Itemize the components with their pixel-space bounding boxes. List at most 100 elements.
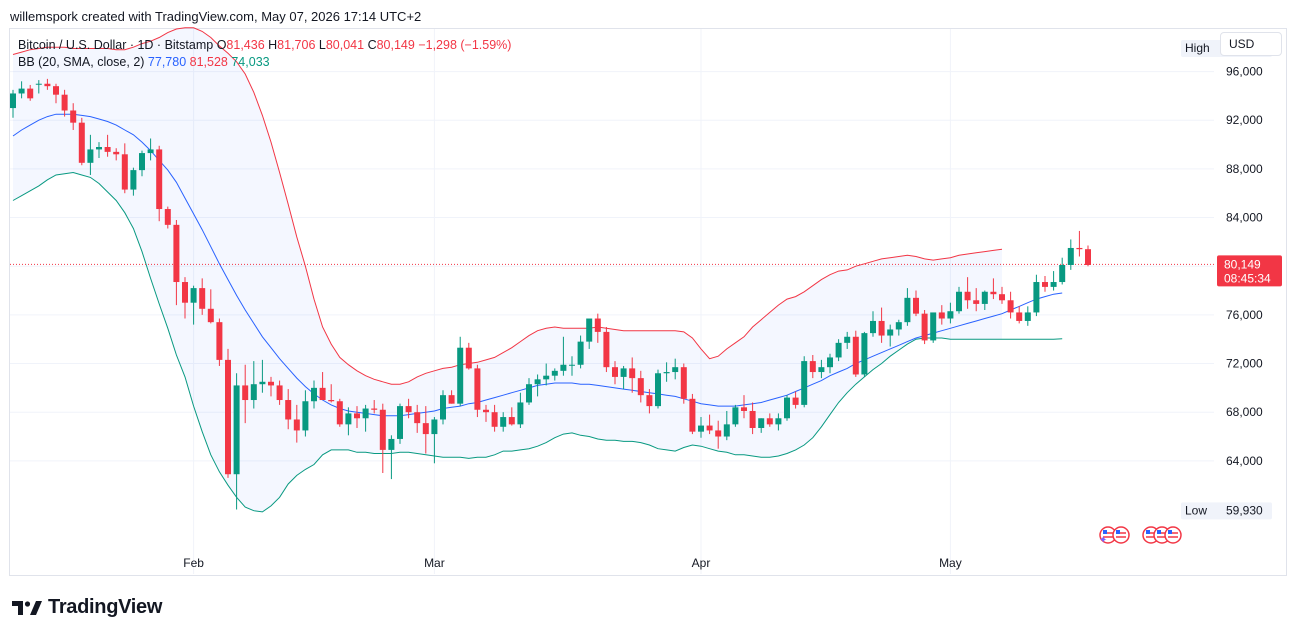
tradingview-logo-icon <box>12 600 42 615</box>
low-value: 80,041 <box>325 38 365 52</box>
flag-canton <box>1116 530 1120 534</box>
candle-body <box>18 88 25 94</box>
candle-body <box>809 361 816 373</box>
candle-body <box>560 364 567 371</box>
candle-body <box>723 424 730 437</box>
candle-body <box>973 300 980 304</box>
candle-body <box>405 406 412 413</box>
y-tick-label: 76,000 <box>1226 308 1263 322</box>
candle-body <box>543 375 550 380</box>
candle-body <box>827 357 833 368</box>
candle-body <box>121 154 128 190</box>
x-tick-label: May <box>939 556 962 570</box>
candle-body <box>276 385 283 401</box>
candle-body <box>207 308 214 323</box>
candle-body <box>1085 249 1091 265</box>
candle-body <box>938 312 945 319</box>
candle-body <box>216 322 223 360</box>
candle-body <box>225 359 231 475</box>
candle-body <box>293 419 300 431</box>
candle-body <box>887 329 894 336</box>
candle-body <box>156 149 163 210</box>
candle-body <box>663 372 670 374</box>
bb-upper-value: 81,528 <box>189 55 228 69</box>
low-badge-bg <box>1181 502 1272 520</box>
symbol-title[interactable]: Bitcoin / U.S. Dollar · 1D · Bitstamp <box>18 38 214 52</box>
candle-body <box>594 318 601 332</box>
y-tick-label: 84,000 <box>1226 211 1263 225</box>
candle-body <box>758 418 765 429</box>
bb-legend: BB (20, SMA, close, 2) 77,780 81,528 74,… <box>18 55 270 69</box>
candle-body <box>328 400 335 402</box>
candle-body <box>706 425 713 431</box>
candle-body <box>629 368 636 379</box>
candle-body <box>10 93 16 109</box>
countdown-value: 08:45:34 <box>1224 271 1271 285</box>
candle-body <box>741 407 747 411</box>
high-value: 81,706 <box>277 38 316 52</box>
candle-body <box>947 311 954 319</box>
low-badge-label: Low <box>1185 503 1207 517</box>
candle-body <box>199 288 206 309</box>
candle-body <box>1076 247 1083 250</box>
change-value: −1,298 (−1.59%) <box>418 38 512 52</box>
candle-body <box>990 291 997 295</box>
flag-canton <box>1157 530 1161 534</box>
candle-body <box>465 347 472 369</box>
candle-body <box>53 86 59 95</box>
bb-indicator-label[interactable]: BB (20, SMA, close, 2) <box>18 55 145 69</box>
candle-body <box>766 418 773 425</box>
tradingview-brand[interactable]: TradingView <box>12 596 162 619</box>
candle-body <box>474 368 481 410</box>
candle-body <box>388 438 395 450</box>
candle-body <box>586 318 593 342</box>
open-label: O <box>216 38 227 52</box>
candle-body <box>878 320 885 336</box>
candle-body <box>70 110 77 123</box>
low-label: L <box>318 38 326 52</box>
candle-body <box>371 408 378 410</box>
candle-body <box>440 395 446 420</box>
candle-body <box>250 384 257 401</box>
close-label: C <box>367 38 377 52</box>
candle-body <box>139 153 145 171</box>
candle-body <box>999 294 1005 301</box>
sparkle-event-icon: ✦ <box>1099 535 1107 546</box>
x-tick-label: Feb <box>183 556 204 570</box>
candle-body <box>379 409 386 450</box>
candle-body <box>612 367 618 377</box>
candle-body <box>242 385 249 401</box>
candle-body <box>1050 282 1057 287</box>
candle-body <box>491 412 498 427</box>
candle-body <box>397 406 403 439</box>
candle-body <box>500 417 507 427</box>
candle-body <box>44 83 51 87</box>
us-flag-event-icon <box>1112 526 1130 544</box>
y-tick-label: 96,000 <box>1226 65 1263 79</box>
candle-body <box>569 364 575 366</box>
y-tick-label: 72,000 <box>1226 357 1263 371</box>
candle-body <box>130 170 137 190</box>
last-price-badge <box>1217 255 1282 287</box>
flag-canton <box>1168 530 1172 534</box>
candle-body <box>1033 282 1040 313</box>
candle-body <box>1059 264 1066 283</box>
currency-button[interactable]: USD <box>1220 32 1282 56</box>
brand-name: TradingView <box>48 596 163 618</box>
candle-body <box>620 368 627 377</box>
candle-body <box>362 408 369 419</box>
candle-body <box>603 331 610 368</box>
bb-band-fill <box>13 27 1002 512</box>
candle-body <box>182 282 188 303</box>
flag-canton <box>1146 530 1150 534</box>
ohlc-legend: Bitcoin / U.S. Dollar · 1D · Bitstamp O 8… <box>18 38 511 52</box>
candle-body <box>577 341 584 365</box>
candle-body <box>921 313 928 341</box>
candle-body <box>483 409 489 413</box>
candle-body <box>302 401 309 431</box>
candle-body <box>655 373 661 407</box>
candle-body <box>190 288 197 303</box>
candle-body <box>87 149 94 163</box>
candle-body <box>732 407 739 425</box>
